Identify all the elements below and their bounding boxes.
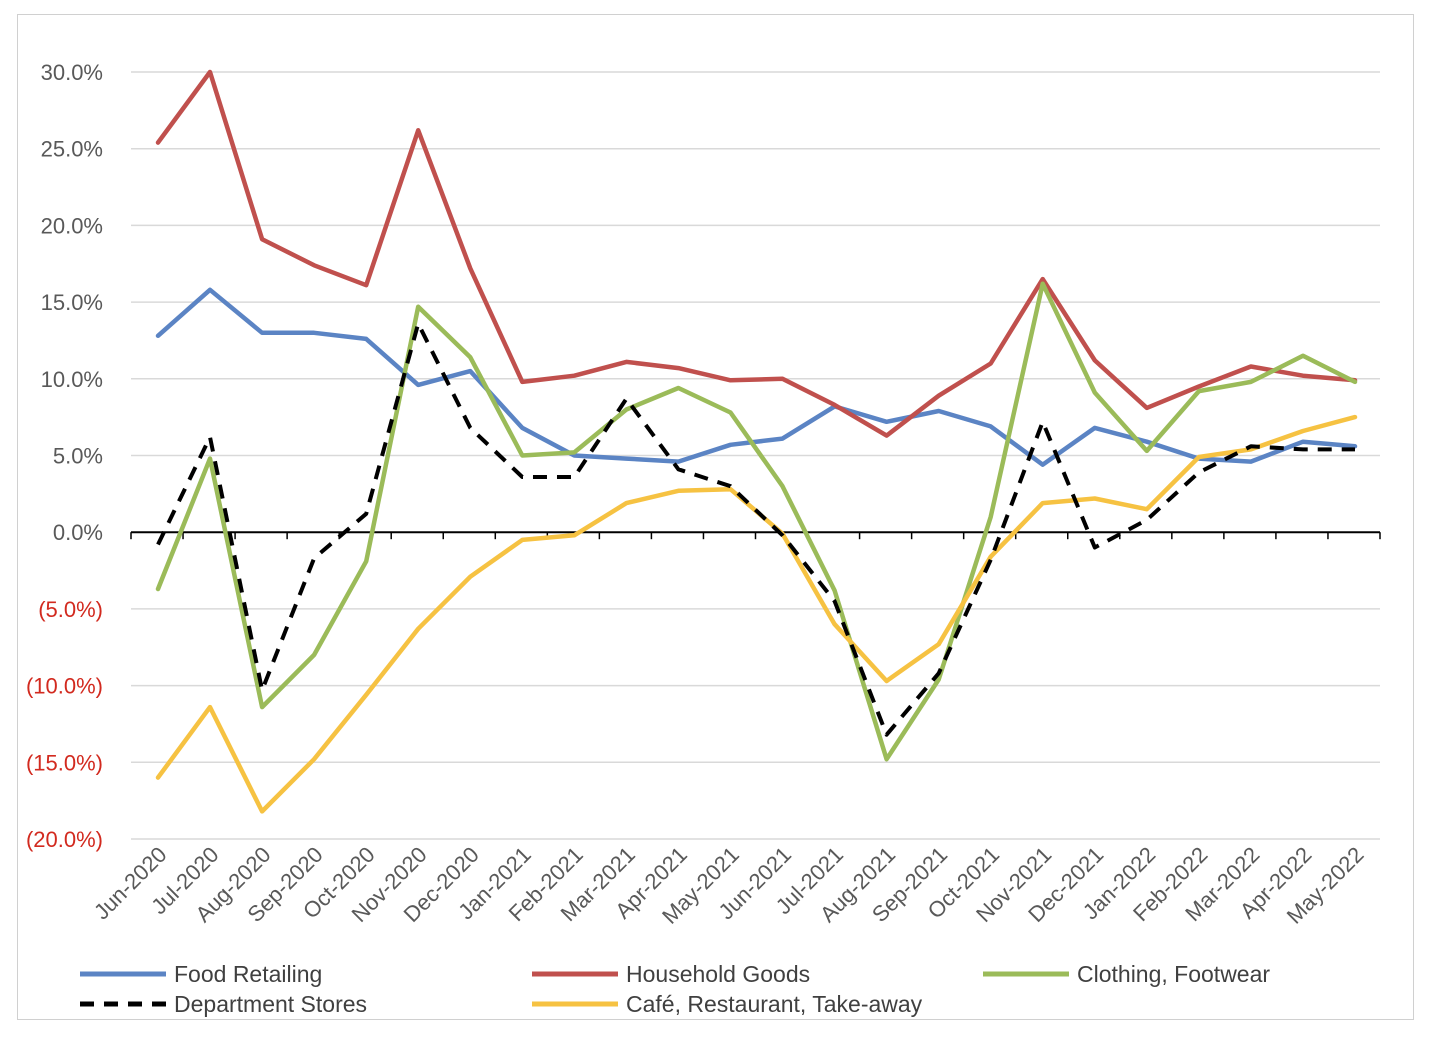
legend-item-department-stores: Department Stores: [80, 991, 367, 1017]
y-tick-label: (10.0%): [26, 674, 103, 699]
y-tick-label: 25.0%: [41, 137, 103, 162]
legend-item-clothing-footwear: Clothing, Footwear: [983, 961, 1270, 987]
series-line-food-retailing: [155, 287, 1358, 467]
legend-item-caf-restaurant-take-away: Café, Restaurant, Take-away: [532, 991, 923, 1017]
y-tick-label: 10.0%: [41, 367, 103, 392]
legend: Food Retailing Household Goods Clothing, F…: [80, 961, 1270, 1017]
chart-frame: [17, 14, 1414, 1020]
gridlines: [131, 71, 1380, 840]
y-tick-label: 15.0%: [41, 290, 103, 315]
y-tick-label: (15.0%): [26, 750, 103, 775]
y-tick-label: 20.0%: [41, 213, 103, 238]
series-lines: [155, 69, 1358, 814]
x-axis-ticks: Jun-2020Jul-2020Aug-2020Sep-2020Oct-2020…: [89, 842, 1369, 929]
y-axis-ticks: 30.0% 25.0% 20.0% 15.0% 10.0% 5.0% 0.0% (5.0%) (…: [26, 60, 103, 852]
series-line-household-goods: [155, 69, 1358, 438]
y-tick-label: 30.0%: [41, 60, 103, 85]
x-axis: [130, 531, 1381, 540]
series-line-department-stores: [156, 321, 1355, 737]
legend-item-household-goods: Household Goods: [532, 961, 810, 987]
y-tick-label: (5.0%): [38, 597, 103, 622]
y-tick-label: (20.0%): [26, 827, 103, 852]
legend-label: Food Retailing: [174, 961, 322, 987]
y-tick-label: 0.0%: [53, 520, 103, 545]
series-line-clothing-footwear: [155, 281, 1358, 762]
legend-label: Café, Restaurant, Take-away: [626, 991, 923, 1017]
y-tick-label: 5.0%: [53, 444, 103, 469]
legend-label: Household Goods: [626, 961, 810, 987]
legend-label: Clothing, Footwear: [1077, 961, 1270, 987]
legend-item-food-retailing: Food Retailing: [80, 961, 322, 987]
legend-label: Department Stores: [174, 991, 367, 1017]
